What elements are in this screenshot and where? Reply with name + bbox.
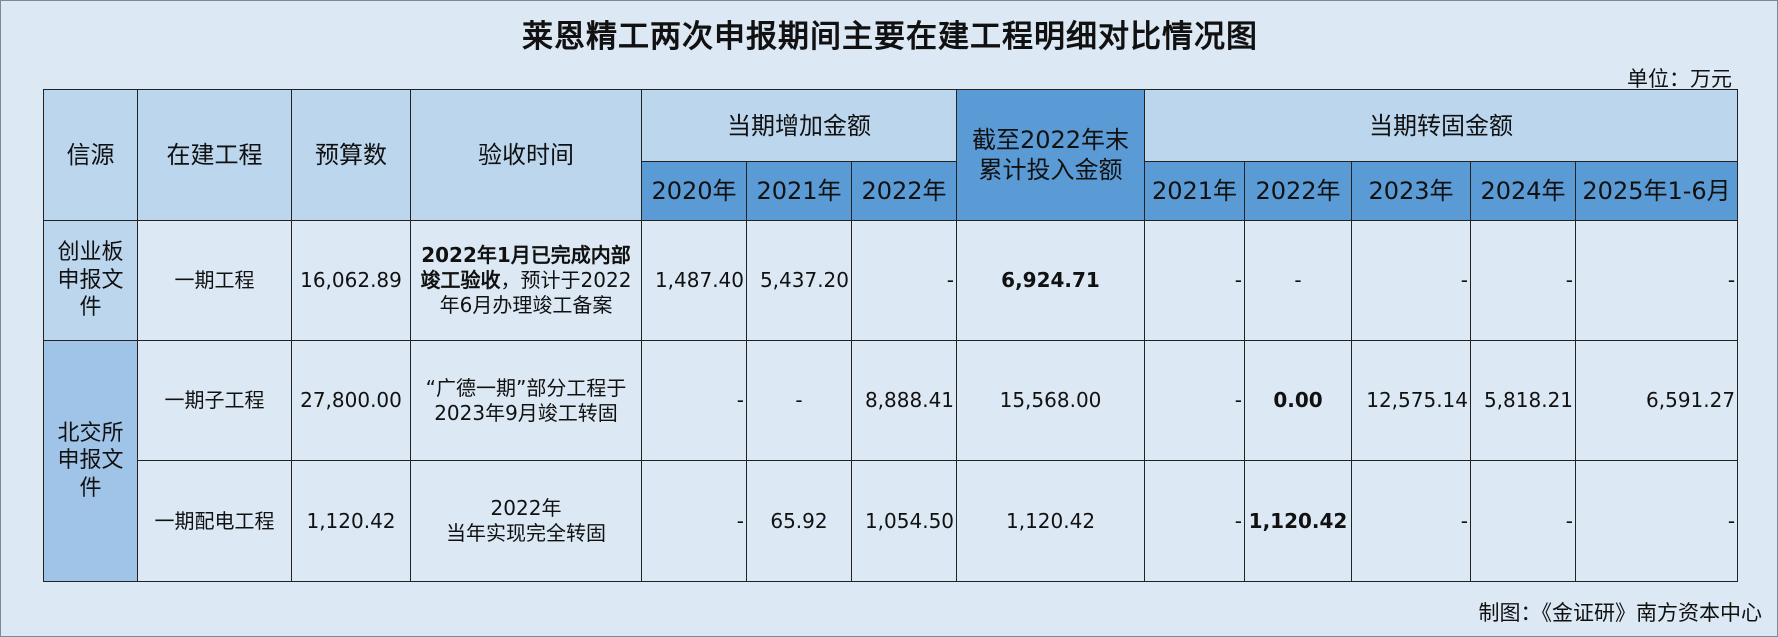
header-period-add: 当期增加金额 <box>640 89 958 162</box>
header-source: 信源 <box>43 89 138 221</box>
unit-label: 单位：万元 <box>1627 67 1732 91</box>
acceptance-text: ，预计于2022年6月办理竣工备案 <box>439 268 632 317</box>
transfer-cell: 12,575.14 <box>1351 340 1472 461</box>
acceptance-text: 当年实现完全转固 <box>446 521 606 545</box>
transfer-cell: - <box>1351 460 1472 582</box>
transfer-cell: - <box>1244 220 1353 341</box>
transfer-cell: - <box>1351 220 1472 341</box>
transfer-cell: - <box>1144 220 1246 341</box>
source-cell: 北交所申报文件 <box>43 340 138 582</box>
header-period-transfer: 当期转固金额 <box>1144 89 1739 162</box>
comparison-table: 信源 在建工程 预算数 验收时间 当期增加金额 截至2022年末累计投入金额 当… <box>43 89 1739 582</box>
table-row: 一期配电工程 1,120.42 2022年 当年实现完全转固 - 65.92 1,… <box>44 460 1739 582</box>
accumulated-cell: 6,924.71 <box>956 220 1146 341</box>
transfer-cell: 5,818.21 <box>1470 340 1577 461</box>
header-add-year: 2020年 <box>641 161 747 221</box>
transfer-cell: - <box>1144 460 1246 582</box>
header-add-year: 2021年 <box>746 161 852 221</box>
acceptance-cell: 2022年 当年实现完全转固 <box>410 460 642 582</box>
header-budget: 预算数 <box>291 89 411 221</box>
header-project: 在建工程 <box>137 89 292 221</box>
add-cell: - <box>850 220 958 341</box>
add-cell: 1,054.50 <box>850 460 958 582</box>
footer-credit: 制图：《金证研》南方资本中心 <box>1478 601 1763 625</box>
acceptance-text: 2022年 <box>490 496 562 520</box>
table-row: 北交所申报文件 一期子工程 27,800.00 “广德一期”部分工程于2023年… <box>43 340 1739 582</box>
budget-cell: 27,800.00 <box>291 340 411 461</box>
acceptance-bold-text: 2022年1月已完成内部竣工验收 <box>420 243 631 292</box>
header-transfer-year: 2023年 <box>1351 161 1472 221</box>
add-cell: - <box>746 340 852 461</box>
transfer-cell: 6,591.27 <box>1575 340 1739 461</box>
transfer-cell: 0.00 <box>1244 340 1353 461</box>
header-transfer-year: 2021年 <box>1144 161 1246 221</box>
header-transfer-year: 2024年 <box>1470 161 1577 221</box>
project-cell: 一期配电工程 <box>137 460 292 582</box>
acceptance-cell: 2022年1月已完成内部竣工验收，预计于2022年6月办理竣工备案 <box>410 220 642 341</box>
budget-cell: 1,120.42 <box>291 460 411 582</box>
project-cell: 一期工程 <box>137 220 292 341</box>
transfer-cell: - <box>1575 220 1739 341</box>
transfer-cell: - <box>1470 460 1577 582</box>
budget-cell: 16,062.89 <box>291 220 411 341</box>
transfer-cell: - <box>1144 340 1246 461</box>
transfer-cell: 1,120.42 <box>1244 460 1353 582</box>
header-accumulated: 截至2022年末累计投入金额 <box>956 89 1146 221</box>
header-transfer-year: 2025年1-6月 <box>1575 161 1739 221</box>
add-cell: 5,437.20 <box>746 220 852 341</box>
transfer-cell: - <box>1470 220 1577 341</box>
accumulated-cell: 1,120.42 <box>956 460 1146 582</box>
add-cell: - <box>641 460 747 582</box>
table-row: 创业板申报文件 一期工程 16,062.89 2022年1月已完成内部竣工验收，… <box>43 220 1739 341</box>
header-acceptance: 验收时间 <box>410 89 642 221</box>
project-cell: 一期子工程 <box>137 340 292 461</box>
add-cell: 65.92 <box>746 460 852 582</box>
page-title: 莱恩精工两次申报期间主要在建工程明细对比情况图 <box>522 19 1258 55</box>
add-cell: - <box>641 340 747 461</box>
add-cell: 1,487.40 <box>641 220 747 341</box>
add-cell: 8,888.41 <box>850 340 958 461</box>
header-add-year: 2022年 <box>850 161 958 221</box>
acceptance-cell: “广德一期”部分工程于2023年9月竣工转固 <box>410 340 642 461</box>
transfer-cell: - <box>1575 460 1739 582</box>
source-cell: 创业板申报文件 <box>43 220 138 341</box>
header-transfer-year: 2022年 <box>1244 161 1353 221</box>
accumulated-cell: 15,568.00 <box>956 340 1146 461</box>
